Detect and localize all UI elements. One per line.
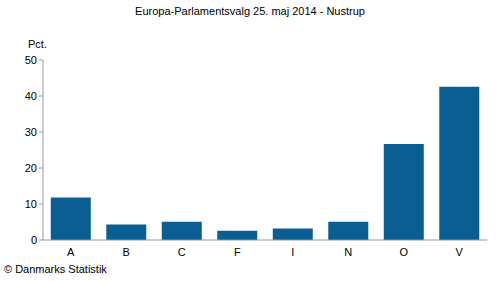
svg-text:N: N [344, 246, 352, 258]
svg-text:10: 10 [25, 198, 37, 210]
svg-text:40: 40 [25, 90, 37, 102]
svg-text:20: 20 [25, 162, 37, 174]
svg-text:O: O [399, 246, 408, 258]
html-text:© Danmarks Statistik: © Danmarks Statistik [4, 263, 107, 275]
svg-text:A: A [67, 246, 75, 258]
svg-text:F: F [234, 246, 241, 258]
svg-text:0: 0 [31, 234, 37, 246]
svg-text:B: B [123, 246, 130, 258]
svg-text:C: C [178, 246, 186, 258]
html-text:Europa-Parlamentsvalg 25. maj: Europa-Parlamentsvalg 25. maj 2014 - Nus… [135, 5, 365, 17]
svg-text:30: 30 [25, 126, 37, 138]
svg-text:V: V [456, 246, 464, 258]
svg-text:50: 50 [25, 54, 37, 66]
html-text:Pct.: Pct. [28, 38, 47, 50]
svg-text:I: I [291, 246, 294, 258]
